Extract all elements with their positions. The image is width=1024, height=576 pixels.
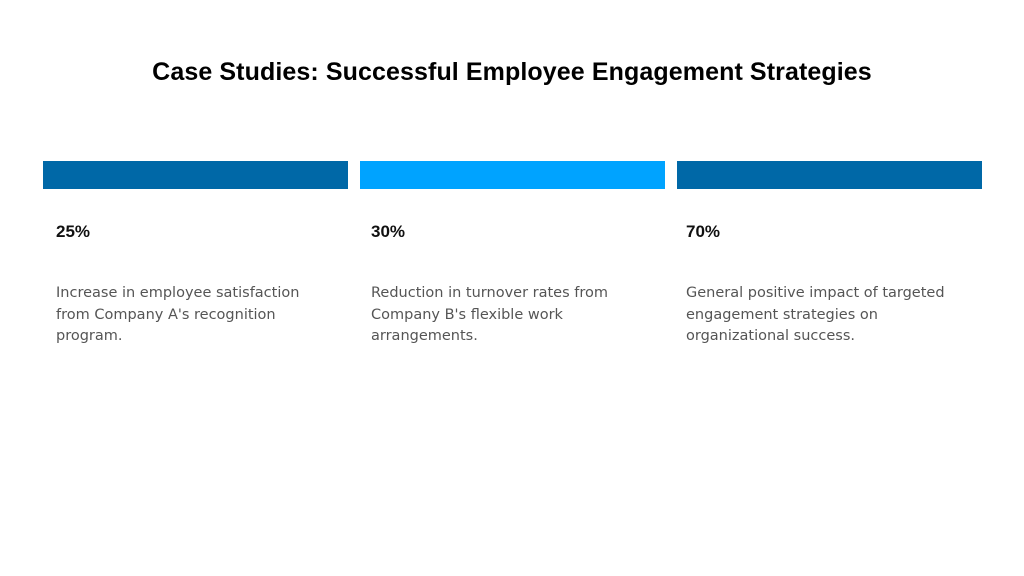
card-accent-bar [677, 161, 982, 189]
slide-title: Case Studies: Successful Employee Engage… [152, 58, 872, 86]
card-description: Increase in employee satisfaction from C… [56, 285, 300, 344]
card-stat: 70% [686, 222, 721, 241]
case-study-card-2: 30% Reduction in turnover rates from Com… [360, 161, 665, 344]
card-accent-bar [360, 161, 665, 189]
card-description: General positive impact of targeted enga… [686, 285, 945, 344]
card-stat: 30% [371, 222, 406, 241]
card-accent-bar [43, 161, 348, 189]
card-stat: 25% [56, 222, 91, 241]
card-description: Reduction in turnover rates from Company… [371, 285, 608, 344]
case-study-card-1: 25% Increase in employee satisfaction fr… [43, 161, 348, 344]
case-study-card-3: 70% General positive impact of targeted … [677, 161, 982, 344]
